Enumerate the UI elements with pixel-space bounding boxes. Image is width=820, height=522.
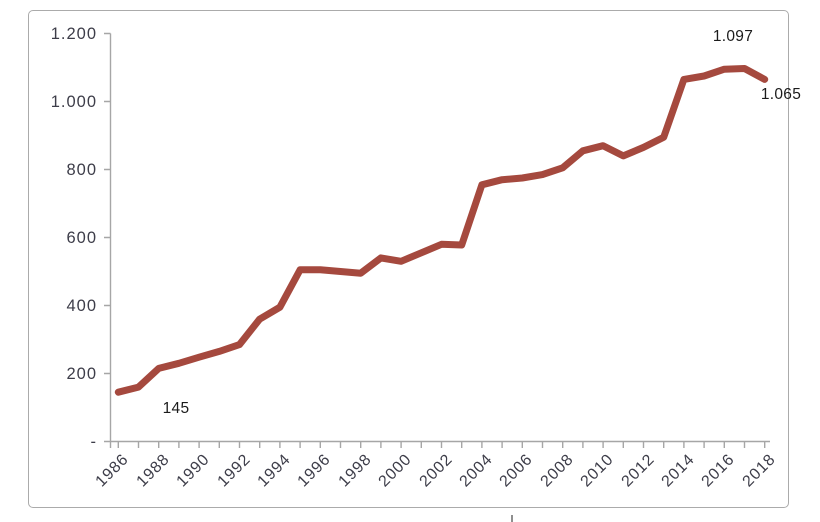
data-label-first-value: 145 <box>162 400 190 417</box>
y-axis-label: 600 <box>66 228 97 247</box>
chart-frame <box>28 10 789 508</box>
data-label-last-value: 1.065 <box>760 86 802 103</box>
y-axis-label: 400 <box>66 296 97 315</box>
y-axis-label: - <box>90 432 97 451</box>
y-axis-label: 1.000 <box>50 92 97 111</box>
text-cursor-artifact <box>511 515 513 522</box>
y-axis-label: 200 <box>66 364 97 383</box>
y-axis-label: 1.200 <box>50 24 97 43</box>
y-axis-label: 800 <box>66 160 97 179</box>
data-label-peak-value: 1.097 <box>712 28 754 45</box>
